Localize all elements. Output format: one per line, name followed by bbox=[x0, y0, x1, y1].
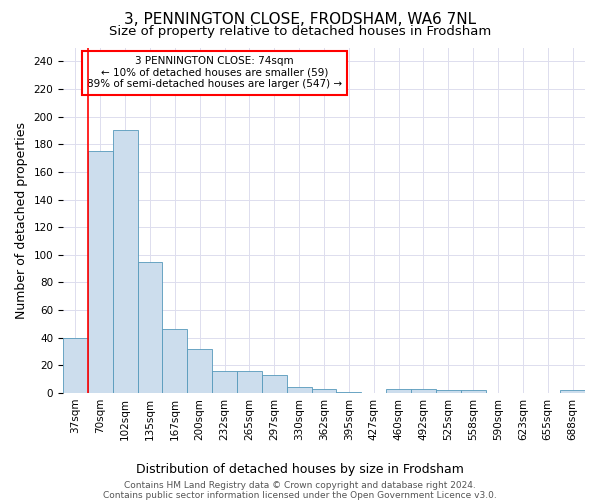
Text: Distribution of detached houses by size in Frodsham: Distribution of detached houses by size … bbox=[136, 462, 464, 475]
Bar bbox=[163, 330, 187, 393]
Y-axis label: Number of detached properties: Number of detached properties bbox=[15, 122, 28, 319]
Bar bbox=[287, 388, 311, 393]
Text: Contains HM Land Registry data © Crown copyright and database right 2024.: Contains HM Land Registry data © Crown c… bbox=[124, 481, 476, 490]
Bar bbox=[560, 390, 585, 393]
Text: Contains public sector information licensed under the Open Government Licence v3: Contains public sector information licen… bbox=[103, 491, 497, 500]
Text: Size of property relative to detached houses in Frodsham: Size of property relative to detached ho… bbox=[109, 25, 491, 38]
Bar bbox=[137, 262, 163, 393]
Text: 3, PENNINGTON CLOSE, FRODSHAM, WA6 7NL: 3, PENNINGTON CLOSE, FRODSHAM, WA6 7NL bbox=[124, 12, 476, 28]
Bar bbox=[113, 130, 137, 393]
Bar bbox=[88, 151, 113, 393]
Bar bbox=[411, 389, 436, 393]
Text: 3 PENNINGTON CLOSE: 74sqm
← 10% of detached houses are smaller (59)
89% of semi-: 3 PENNINGTON CLOSE: 74sqm ← 10% of detac… bbox=[87, 56, 342, 90]
Bar bbox=[337, 392, 361, 393]
Bar bbox=[461, 390, 485, 393]
Bar bbox=[436, 390, 461, 393]
Bar bbox=[262, 375, 287, 393]
Bar bbox=[212, 371, 237, 393]
Bar bbox=[187, 349, 212, 393]
Bar bbox=[386, 389, 411, 393]
Bar bbox=[237, 371, 262, 393]
Bar bbox=[63, 338, 88, 393]
Bar bbox=[311, 389, 337, 393]
